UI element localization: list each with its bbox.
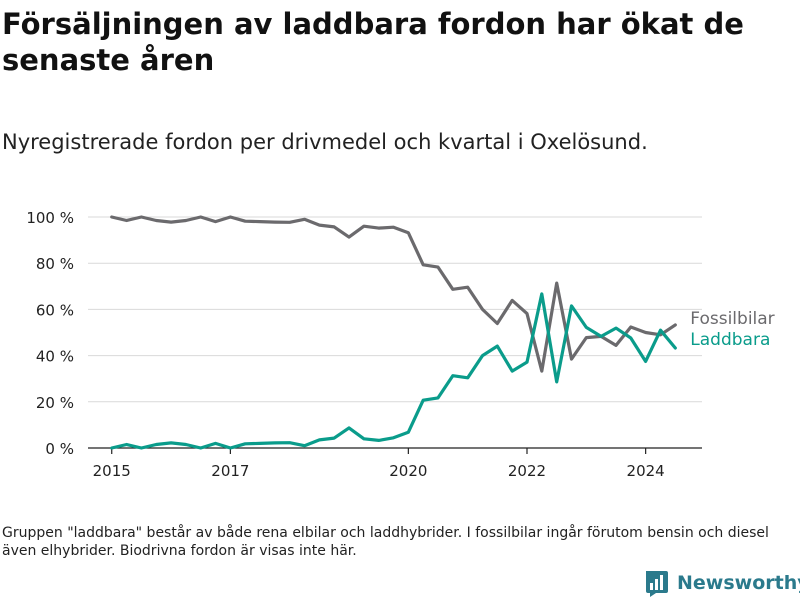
x-tick-label: 2024: [627, 462, 665, 480]
line-chart: 0 % 20 % 40 % 60 % 80 % 100 % 2015 2017 2020 202…: [26, 209, 774, 480]
y-tick-label: 60 %: [36, 301, 74, 319]
y-tick-label: 100 %: [26, 209, 74, 227]
newsworthy-logo-icon: [646, 571, 668, 597]
y-tick-label: 80 %: [36, 255, 74, 273]
brand-name: Newsworthy: [677, 572, 800, 594]
chart-subtitle: Nyregistrerade fordon per drivmedel och …: [2, 130, 648, 154]
x-tick-label: 2022: [508, 462, 546, 480]
x-tick-label: 2015: [93, 462, 131, 480]
chart-title: Försäljningen av laddbara fordon har öka…: [2, 7, 744, 77]
series-line-laddbara: [110, 292, 677, 450]
y-tick-label: 20 %: [36, 394, 74, 412]
newsworthy-logo[interactable]: Newsworthy: [644, 568, 800, 598]
series-line-fossilbilar: [110, 215, 677, 373]
y-axis: 0 % 20 % 40 % 60 % 80 % 100 %: [26, 209, 74, 458]
y-tick-label: 0 %: [45, 440, 74, 458]
x-axis: 2015 2017 2020 2022 2024: [88, 447, 702, 480]
series-label-laddbara: Laddbara: [690, 330, 770, 350]
series-lines: [110, 215, 677, 450]
series-label-fossilbilar: Fossilbilar: [690, 309, 774, 329]
grid-lines: [88, 216, 702, 403]
y-tick-label: 40 %: [36, 348, 74, 366]
x-tick-label: 2017: [211, 462, 249, 480]
x-tick-label: 2020: [389, 462, 427, 480]
footnote: Gruppen "laddbara" består av både rena e…: [2, 525, 769, 559]
